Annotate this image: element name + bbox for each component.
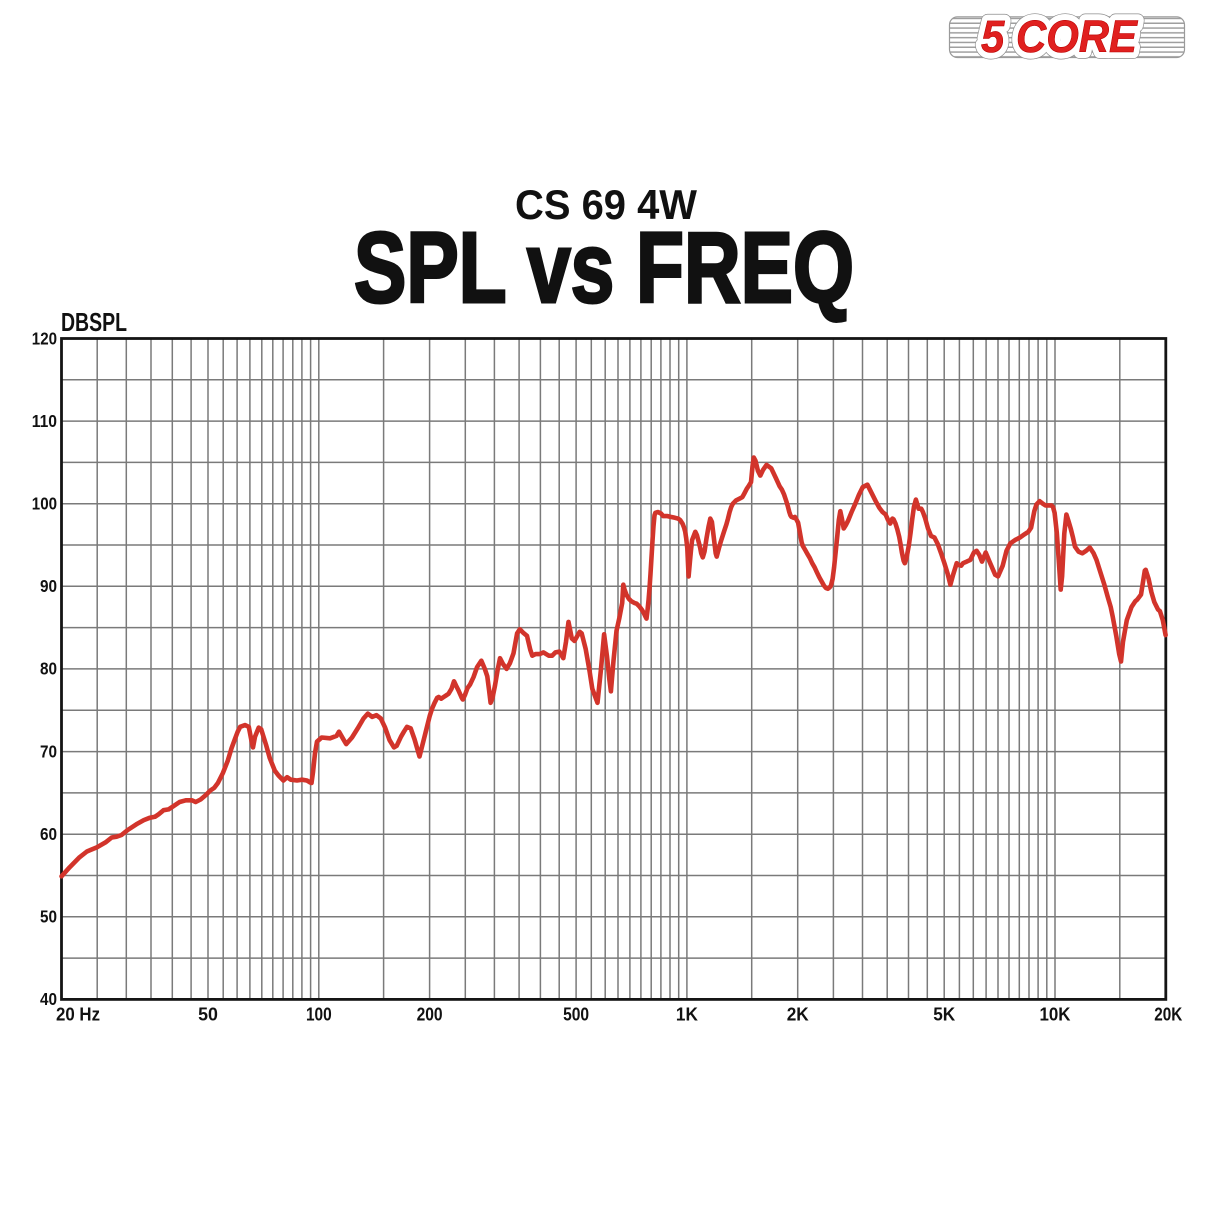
svg-text:5 CORE: 5 CORE — [981, 11, 1139, 62]
svg-text:90: 90 — [40, 576, 57, 596]
svg-text:100: 100 — [306, 1005, 332, 1025]
svg-text:120: 120 — [32, 328, 57, 348]
svg-text:20 Hz: 20 Hz — [56, 1005, 100, 1025]
svg-text:5K: 5K — [933, 1005, 955, 1025]
svg-text:20K: 20K — [1154, 1005, 1182, 1025]
svg-text:50: 50 — [40, 907, 57, 927]
svg-text:5 CORE: 5 CORE — [981, 11, 1139, 62]
svg-text:200: 200 — [417, 1005, 443, 1025]
svg-text:CS 69 4W: CS 69 4W — [515, 181, 697, 228]
svg-text:5 CORE: 5 CORE — [981, 11, 1139, 62]
svg-text:40: 40 — [40, 989, 57, 1009]
svg-text:80: 80 — [40, 659, 57, 679]
svg-text:1K: 1K — [676, 1005, 698, 1025]
svg-text:100: 100 — [32, 494, 57, 514]
svg-text:DBSPL: DBSPL — [61, 307, 127, 337]
svg-text:SPL vs FREQ: SPL vs FREQ — [354, 212, 854, 324]
svg-text:50: 50 — [198, 1005, 218, 1025]
svg-text:2K: 2K — [787, 1005, 809, 1025]
svg-text:10K: 10K — [1040, 1005, 1071, 1025]
svg-text:70: 70 — [40, 741, 57, 761]
svg-text:110: 110 — [32, 411, 57, 431]
svg-text:500: 500 — [563, 1005, 589, 1025]
svg-text:60: 60 — [40, 824, 57, 844]
